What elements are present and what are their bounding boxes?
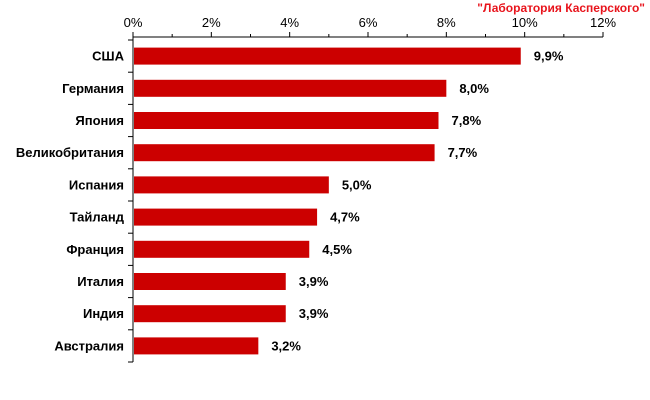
value-label: 7,7% bbox=[448, 145, 478, 160]
category-label: Тайланд bbox=[70, 210, 125, 225]
value-label: 3,9% bbox=[299, 274, 329, 289]
category-label: Германия bbox=[62, 81, 124, 96]
labels-layer: США 9,9% Германия 8,0% Япония 7,8% Великобрита… bbox=[16, 49, 564, 354]
bar bbox=[134, 176, 329, 194]
bar bbox=[134, 79, 447, 97]
brand-watermark: "Лаборатория Касперского" bbox=[477, 1, 645, 15]
value-label: 3,9% bbox=[299, 306, 329, 321]
bar bbox=[134, 305, 286, 323]
bar bbox=[134, 208, 318, 226]
bar bbox=[134, 47, 521, 65]
bar bbox=[134, 240, 310, 258]
bar bbox=[134, 144, 435, 162]
category-label: США bbox=[92, 49, 124, 64]
bar bbox=[134, 337, 259, 355]
category-label: Австралия bbox=[54, 338, 124, 353]
x-tick-label: 10% bbox=[512, 15, 538, 30]
x-tick-label: 0% bbox=[124, 15, 143, 30]
category-label: Испания bbox=[69, 177, 124, 192]
value-label: 3,2% bbox=[271, 338, 301, 353]
value-label: 7,8% bbox=[452, 113, 482, 128]
value-label: 8,0% bbox=[459, 81, 489, 96]
category-label: Япония bbox=[75, 113, 124, 128]
value-label: 9,9% bbox=[534, 49, 564, 64]
bar bbox=[134, 112, 439, 129]
value-label: 4,5% bbox=[322, 242, 352, 257]
bar bbox=[134, 273, 286, 290]
axis-layer: 0% 2% 4% 6% 8% 10% 12% bbox=[124, 15, 616, 363]
x-tick-label: 4% bbox=[280, 15, 299, 30]
x-tick-label: 2% bbox=[202, 15, 221, 30]
value-label: 4,7% bbox=[330, 210, 360, 225]
category-label: Великобритания bbox=[16, 145, 124, 160]
category-label: Индия bbox=[83, 306, 124, 321]
bars-layer bbox=[134, 47, 521, 355]
category-label: Италия bbox=[77, 274, 124, 289]
x-tick-label: 12% bbox=[590, 15, 616, 30]
value-label: 5,0% bbox=[342, 177, 372, 192]
x-tick-label: 8% bbox=[437, 15, 456, 30]
category-label: Франция bbox=[66, 242, 124, 257]
x-tick-label: 6% bbox=[359, 15, 378, 30]
